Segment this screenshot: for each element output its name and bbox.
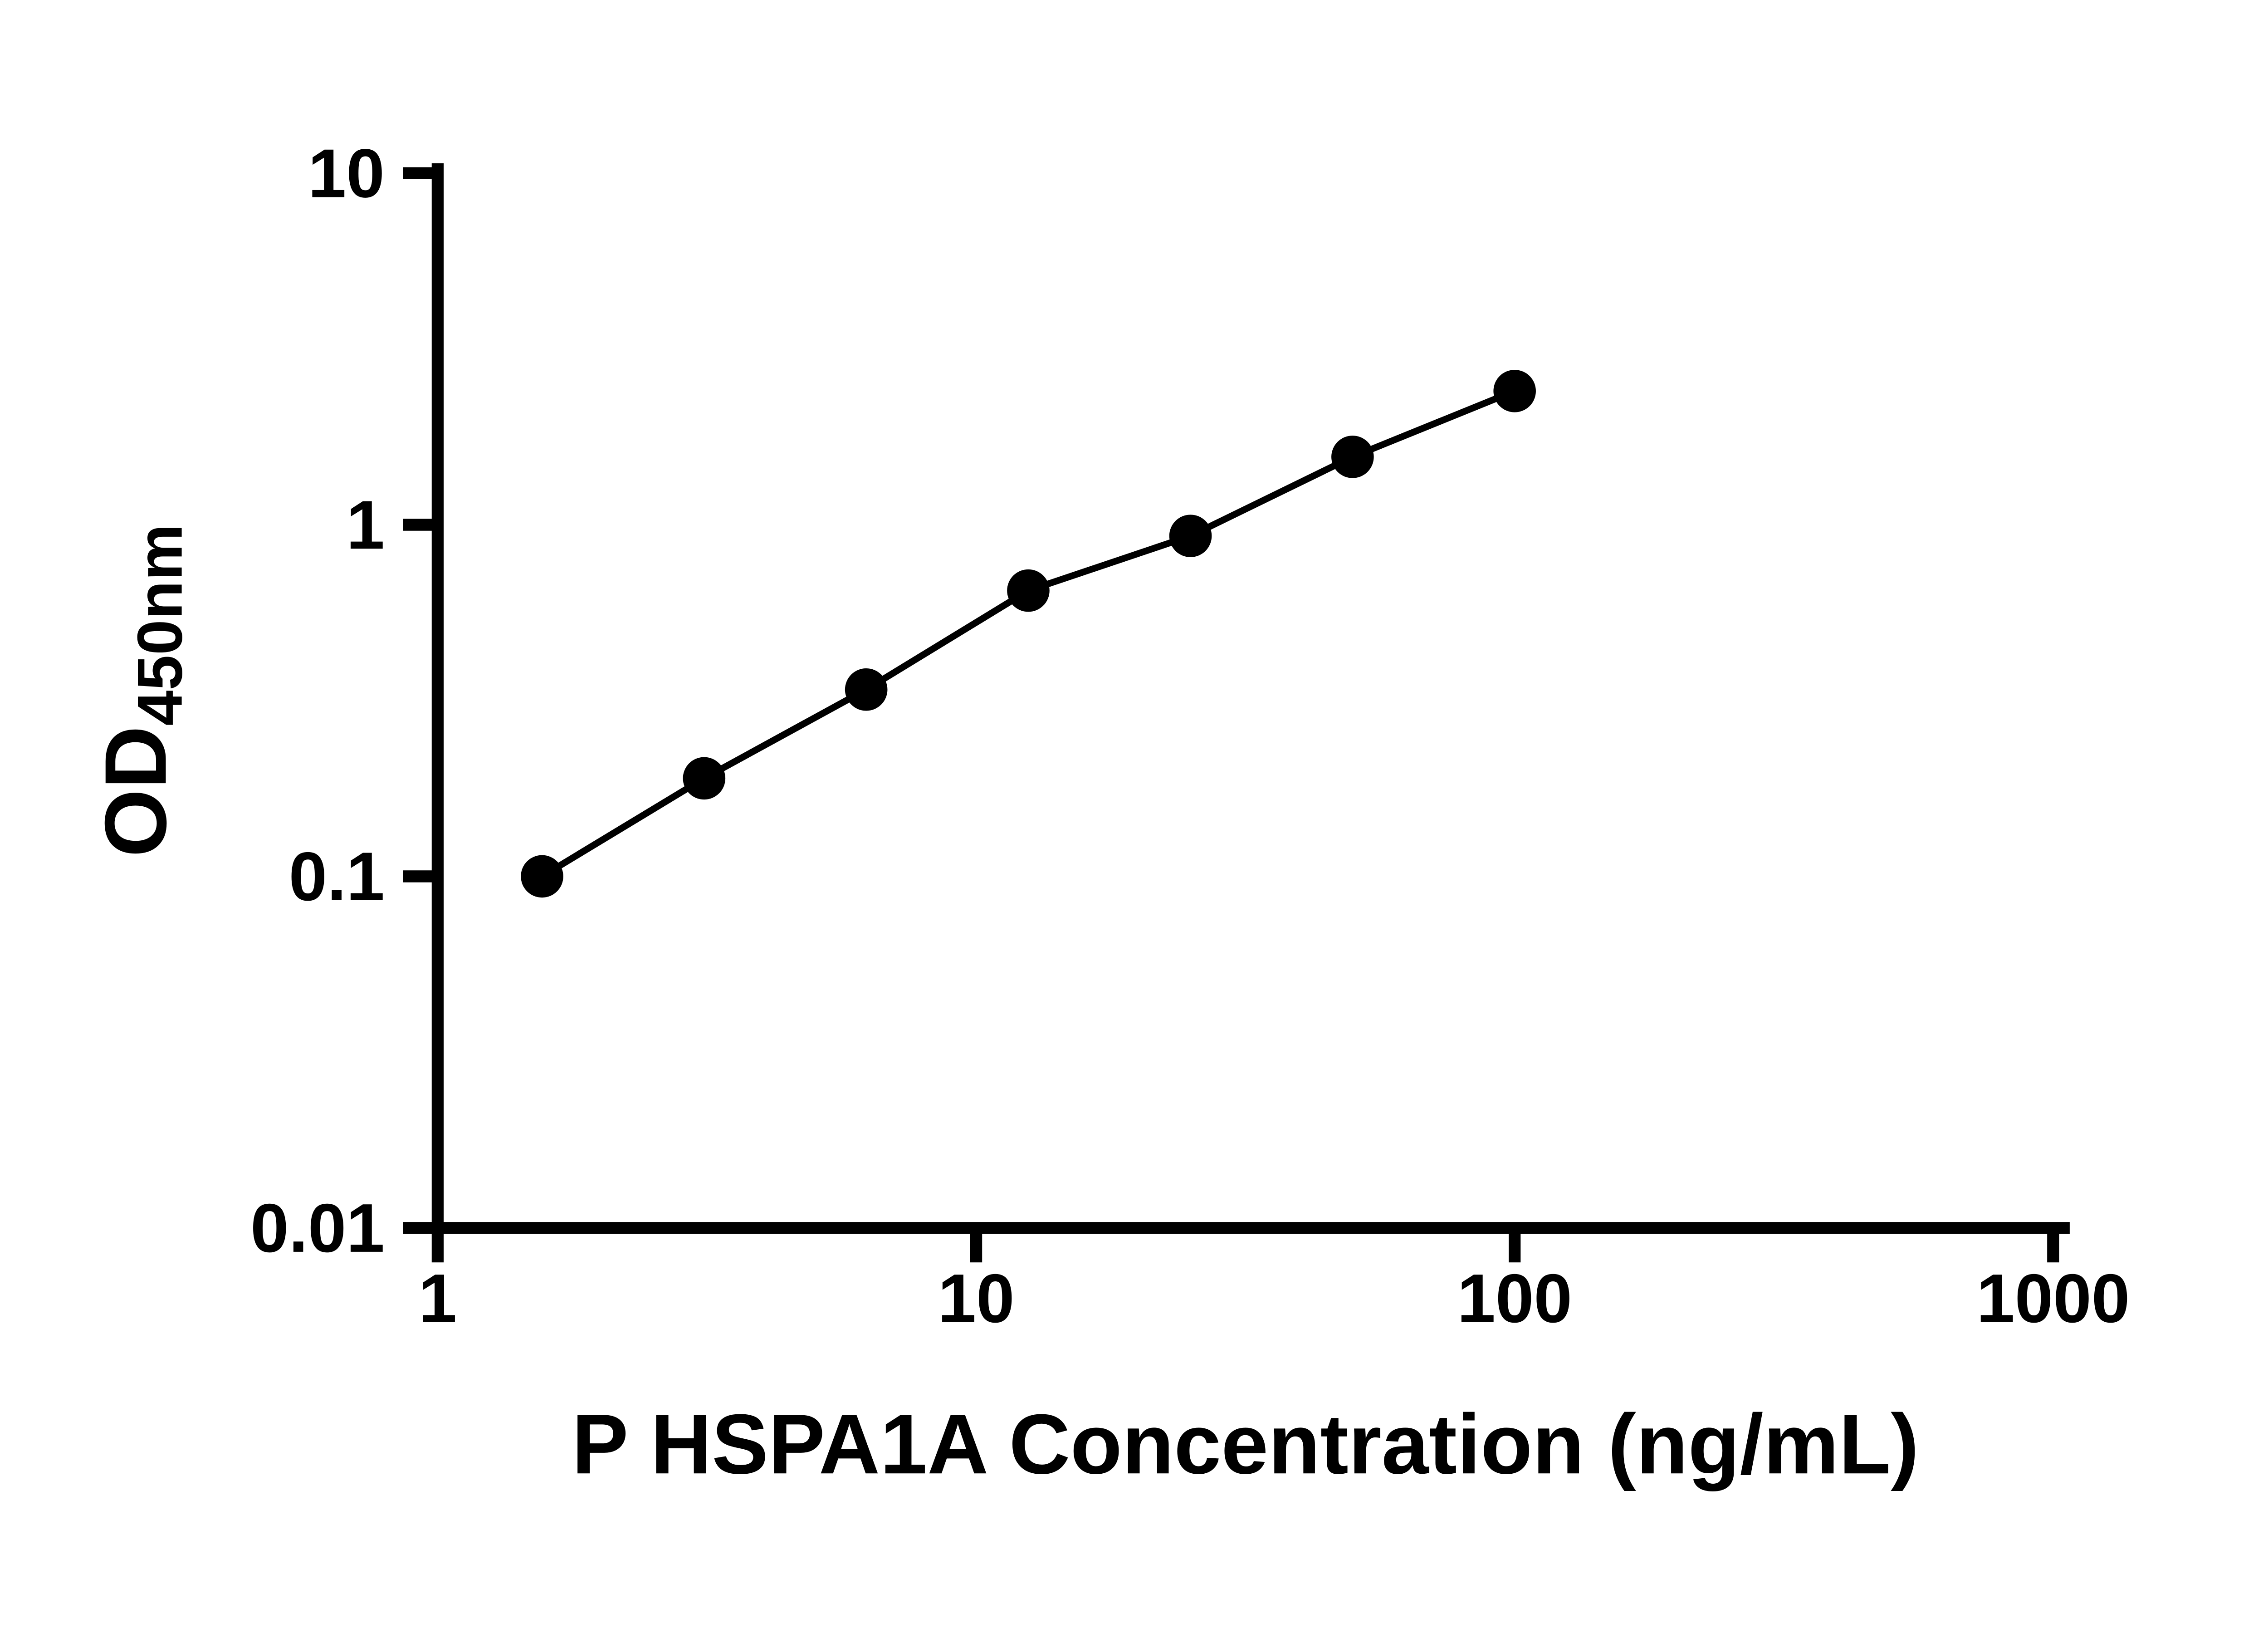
y-axis-title-sub: 450nm — [124, 524, 196, 726]
x-tick-label: 10 — [938, 1260, 1014, 1337]
data-point — [521, 855, 563, 898]
x-tick-label: 1000 — [1976, 1260, 2130, 1337]
y-tick-label: 1 — [346, 486, 385, 564]
axes — [431, 163, 2070, 1234]
x-tick-label: 100 — [1457, 1260, 1572, 1337]
x-axis-title: P HSPA1A Concentration (ng/mL) — [572, 1397, 1919, 1491]
x-tick-label: 1 — [419, 1260, 457, 1337]
data-point — [1169, 515, 1212, 557]
y-axis-title: OD450nm — [86, 524, 195, 857]
y-axis-title-main: OD — [86, 726, 184, 857]
data-point — [1331, 436, 1374, 478]
data-point — [845, 668, 888, 711]
data-series — [521, 370, 1536, 898]
data-point — [683, 757, 726, 800]
data-point — [1007, 569, 1050, 612]
y-tick-label: 0.01 — [250, 1190, 385, 1267]
tick-marks — [403, 167, 2059, 1263]
data-point — [1493, 370, 1536, 412]
y-tick-label: 0.1 — [289, 838, 385, 915]
y-tick-label: 10 — [308, 135, 385, 212]
tick-labels: 1 10 100 1000 0.01 0.1 1 10 — [250, 135, 2130, 1337]
